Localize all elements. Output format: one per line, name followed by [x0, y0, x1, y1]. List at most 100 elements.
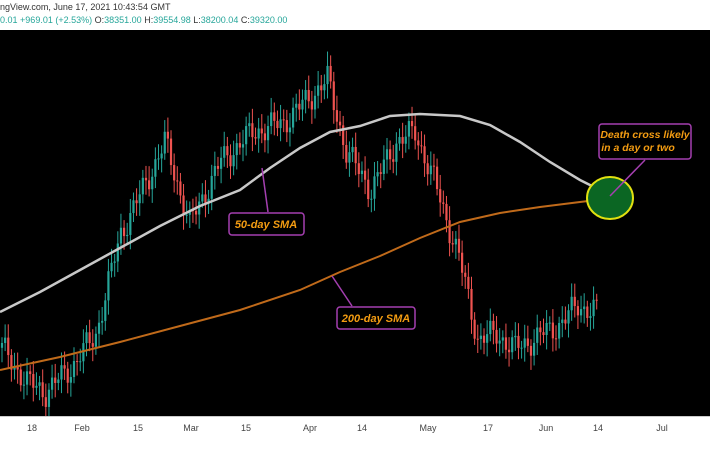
candle-body: [451, 243, 454, 245]
close-value: 39320.00: [249, 15, 288, 25]
candle-body: [257, 128, 260, 139]
candle-body: [473, 319, 476, 339]
x-axis: 18 Feb 15 Mar 15 Apr 14 May 17 Jun 14 Jul: [0, 416, 710, 459]
candle-body: [542, 332, 545, 336]
candle-body: [523, 338, 526, 348]
candle-body: [204, 194, 207, 204]
candle-body: [38, 382, 41, 386]
candle-body: [379, 172, 382, 174]
x-tick-label: 18: [26, 423, 38, 433]
x-tick-label: Mar: [183, 423, 199, 433]
candle-body: [564, 319, 567, 324]
candle-body: [7, 337, 10, 356]
candle-body: [526, 338, 529, 346]
candle-body: [545, 322, 548, 336]
candle-body: [429, 165, 432, 175]
candle-body: [548, 322, 551, 324]
candle-body: [138, 194, 141, 204]
candle-body: [251, 123, 254, 138]
x-tick-label: 14: [356, 423, 368, 433]
candle-body: [489, 320, 492, 335]
candle-body: [492, 320, 495, 330]
x-tick-label: 15: [132, 423, 144, 433]
candle-body: [304, 89, 307, 100]
death-cross-callout-box: [598, 123, 692, 160]
candle-body: [207, 198, 210, 204]
candle-body: [97, 322, 101, 334]
candle-body: [235, 143, 238, 156]
candle-body: [248, 123, 251, 127]
candle-body: [50, 377, 54, 390]
sma50-callout-text: 50-day SMA: [235, 219, 297, 231]
candle-body: [332, 81, 335, 111]
candle-body: [536, 327, 539, 343]
candle-body: [370, 198, 373, 200]
candle-body: [470, 288, 473, 320]
candle-body: [129, 213, 132, 235]
candle-body: [417, 140, 420, 146]
candle-body: [66, 368, 69, 383]
candle-body: [29, 371, 32, 375]
candle-body: [401, 137, 404, 144]
candle-body: [376, 172, 379, 177]
sma50-callout-box: [228, 212, 305, 236]
candle-body: [486, 334, 489, 343]
candle-body: [273, 112, 276, 121]
candle-body: [382, 159, 385, 174]
candle-body: [335, 110, 339, 122]
candle-body: [426, 163, 429, 175]
candle-body: [504, 337, 508, 350]
candle-body: [44, 397, 47, 407]
candle-body: [529, 345, 533, 356]
candle-body: [395, 143, 398, 162]
candle-body: [363, 170, 367, 180]
candle-body: [254, 137, 257, 139]
candle-body: [110, 262, 113, 272]
chart-header: ngView.com, June 17, 2021 10:43:54 GMT 0…: [0, 0, 710, 30]
high-label: H:: [144, 15, 154, 25]
candle-body: [69, 377, 72, 383]
candle-body: [554, 338, 558, 340]
sma200-callout-box: [336, 306, 416, 330]
candle-body: [104, 300, 107, 321]
candle-body: [173, 165, 176, 181]
candle-body: [22, 384, 26, 386]
candle-body: [88, 332, 91, 344]
candle-body: [561, 319, 564, 323]
candle-body: [423, 146, 426, 164]
candle-body: [0, 342, 4, 348]
candle-body: [442, 202, 445, 204]
candle-body: [558, 322, 561, 339]
candle-body: [392, 159, 395, 162]
candle-body: [317, 85, 320, 96]
death-cross-callout-pointer: [609, 159, 646, 197]
candle-body: [342, 125, 345, 145]
candle-body: [94, 333, 97, 347]
sma200-callout-text: 200-day SMA: [341, 313, 411, 325]
candle-body: [216, 165, 220, 169]
candle-body: [533, 342, 536, 356]
high-value: 39554.98: [153, 15, 191, 25]
candle-body: [310, 101, 313, 110]
candle-body: [151, 176, 154, 190]
candle-body: [63, 365, 66, 369]
candle-body: [122, 227, 126, 237]
candle-body: [420, 145, 423, 147]
candle-body: [154, 159, 157, 177]
candle-body: [288, 127, 292, 133]
candle-body: [514, 335, 517, 338]
price-fragment: 0.01: [0, 15, 18, 25]
sma50-callout-pointer: [261, 167, 269, 213]
candle-body: [229, 155, 232, 167]
candle-body: [457, 238, 461, 253]
candle-body: [4, 337, 7, 343]
candle-body: [220, 157, 223, 169]
candle-body: [385, 149, 389, 160]
candle-body: [47, 389, 51, 407]
sma50-line: [0, 112, 611, 314]
candle-body: [148, 180, 151, 190]
candle-body: [232, 155, 235, 167]
candle-body: [570, 296, 573, 311]
candle-body: [410, 121, 414, 127]
